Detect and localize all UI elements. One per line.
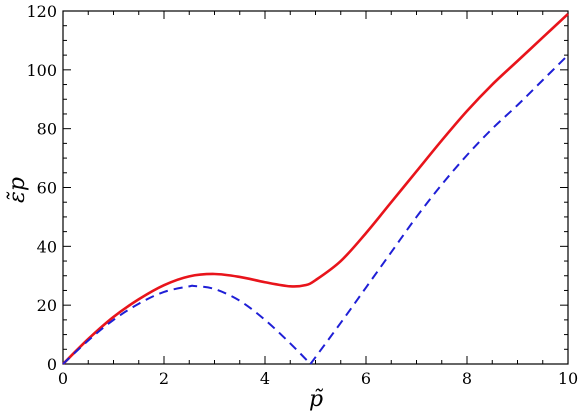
x-tick-label: 6: [361, 369, 371, 388]
x-tick-label: 4: [260, 369, 270, 388]
y-tick-label: 40: [37, 237, 57, 256]
series-line-solid: [62, 12, 569, 365]
x-tick-label: 2: [159, 369, 169, 388]
y-axis-label: ε̃p: [5, 177, 30, 203]
ticks: [62, 10, 569, 365]
x-axis-label: p̃: [309, 387, 324, 412]
plot-frame: [62, 10, 569, 365]
y-tick-label: 120: [26, 2, 57, 21]
y-tick-label: 20: [37, 296, 57, 315]
y-tick-label: 100: [26, 61, 57, 80]
y-tick-label: 60: [37, 179, 57, 198]
x-tick-label: 0: [58, 369, 68, 388]
series-line-dashed: [62, 54, 569, 365]
series-layer: [62, 12, 569, 365]
x-tick-label: 8: [462, 369, 472, 388]
x-tick-label: 10: [558, 369, 578, 388]
y-tick-label: 0: [47, 355, 57, 374]
y-tick-label: 80: [37, 120, 57, 139]
